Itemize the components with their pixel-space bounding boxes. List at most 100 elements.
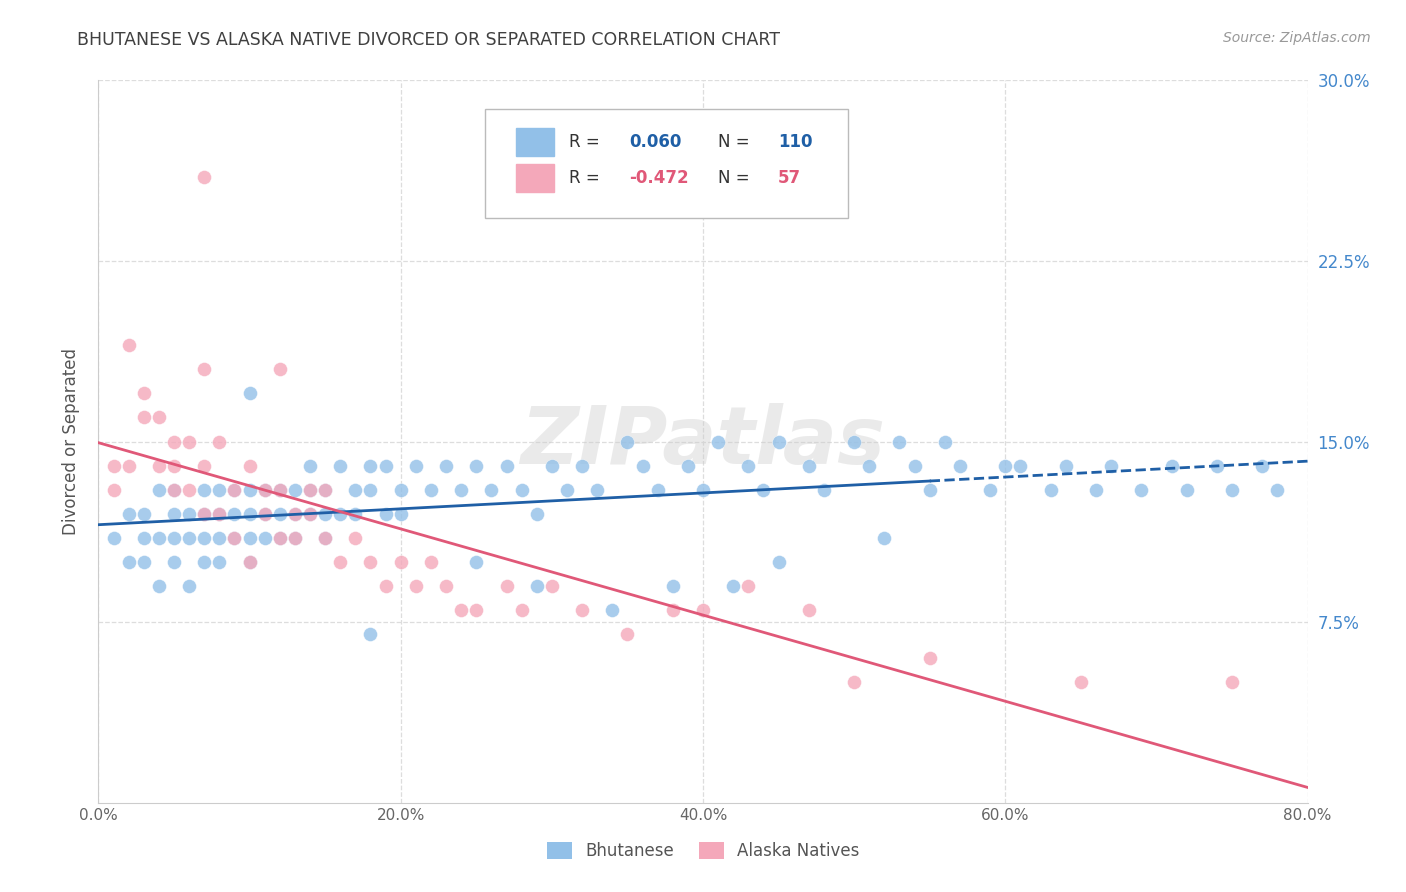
Point [737,458,759,473]
Point [1130,483,1153,497]
Point [450,483,472,497]
Text: 110: 110 [778,133,813,151]
Y-axis label: Divorced or Separated: Divorced or Separated [62,348,80,535]
Point [103,531,125,545]
Point [934,434,956,449]
Point [253,507,276,521]
Point [329,555,352,569]
Point [405,579,427,593]
Point [224,531,246,545]
Point [193,169,215,184]
Point [495,579,517,593]
Point [510,603,533,617]
Point [344,483,367,497]
Point [163,483,186,497]
Point [661,579,683,593]
Point [118,458,141,473]
Point [1206,458,1229,473]
Point [253,507,276,521]
Point [314,531,336,545]
Point [526,507,548,521]
Point [1070,675,1092,690]
Point [163,434,186,449]
Point [904,458,927,473]
Point [707,434,730,449]
Point [889,434,911,449]
Bar [516,128,554,155]
Point [465,458,488,473]
Point [193,555,215,569]
Point [389,483,412,497]
Point [269,362,291,376]
Point [586,483,609,497]
Point [132,507,155,521]
Point [450,603,472,617]
Point [224,531,246,545]
Point [768,434,790,449]
Point [284,483,307,497]
Point [132,531,155,545]
Point [1267,483,1289,497]
Point [858,458,880,473]
Text: 57: 57 [778,169,801,186]
Point [434,579,457,593]
Point [208,434,231,449]
Point [239,507,262,521]
Point [118,338,141,352]
Point [555,483,578,497]
Point [434,458,457,473]
Point [1099,458,1122,473]
Point [329,458,352,473]
Point [360,483,382,497]
Point [526,579,548,593]
Point [768,555,790,569]
Point [540,579,562,593]
Point [163,555,186,569]
Point [163,483,186,497]
Point [193,507,215,521]
Point [208,507,231,521]
Point [239,386,262,401]
Point [253,531,276,545]
Text: BHUTANESE VS ALASKA NATIVE DIVORCED OR SEPARATED CORRELATION CHART: BHUTANESE VS ALASKA NATIVE DIVORCED OR S… [77,31,780,49]
Point [314,483,336,497]
Point [299,507,322,521]
Point [208,507,231,521]
Point [676,458,699,473]
Point [994,458,1017,473]
Point [103,458,125,473]
Point [844,434,866,449]
Point [118,555,141,569]
Text: R =: R = [569,133,605,151]
Point [163,531,186,545]
Point [752,483,775,497]
Point [420,555,443,569]
Point [374,507,396,521]
Text: -0.472: -0.472 [630,169,689,186]
Text: N =: N = [717,169,755,186]
Point [1085,483,1108,497]
Point [103,483,125,497]
Point [329,507,352,521]
Point [208,531,231,545]
Point [239,458,262,473]
Point [495,458,517,473]
Point [239,531,262,545]
Point [374,458,396,473]
Point [239,555,262,569]
Point [208,483,231,497]
Point [179,531,201,545]
Point [224,507,246,521]
Point [239,483,262,497]
Point [465,603,488,617]
Point [179,434,201,449]
Point [360,458,382,473]
Point [314,507,336,521]
Point [132,410,155,425]
Point [389,555,412,569]
Point [163,458,186,473]
Point [873,531,896,545]
Point [163,507,186,521]
Point [269,483,291,497]
Point [389,507,412,521]
